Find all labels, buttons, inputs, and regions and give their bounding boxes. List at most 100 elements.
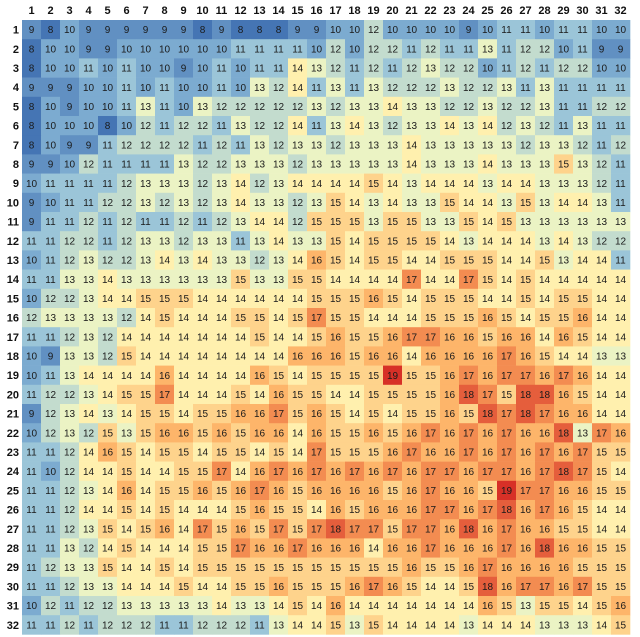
- heatmap-cell-value: 12: [83, 428, 95, 439]
- heatmap-cell-value: 16: [444, 332, 456, 343]
- heatmap-cell-value: 17: [406, 448, 418, 459]
- heatmap-cell: [573, 116, 593, 136]
- column-tick-label: 29: [557, 5, 569, 17]
- heatmap-cell: [269, 77, 289, 98]
- column-tick-label: 6: [123, 5, 129, 17]
- heatmap-cell-value: 14: [140, 544, 152, 555]
- heatmap-cell: [98, 404, 118, 424]
- heatmap-cell: [383, 20, 403, 40]
- heatmap-cell: [60, 77, 80, 98]
- heatmap-cell: [516, 365, 536, 386]
- heatmap-cell: [421, 231, 441, 251]
- heatmap-cell: [497, 384, 517, 405]
- heatmap-cell-value: 16: [330, 486, 342, 497]
- heatmap-cell-value: 14: [197, 352, 209, 363]
- heatmap-cell-value: 13: [406, 121, 418, 132]
- heatmap-cell-value: 12: [539, 121, 551, 132]
- heatmap-cell-value: 9: [67, 83, 73, 94]
- heatmap-cell-value: 12: [596, 179, 608, 190]
- heatmap-cell-value: 15: [330, 371, 342, 382]
- heatmap-cell-value: 13: [596, 352, 608, 363]
- heatmap-cell: [117, 154, 137, 174]
- heatmap-cell-value: 17: [577, 467, 589, 478]
- heatmap-cell-value: 14: [197, 505, 209, 516]
- heatmap-cell-value: 17: [273, 524, 285, 535]
- heatmap-cell: [421, 116, 441, 136]
- heatmap-cell: [421, 250, 441, 270]
- heatmap-cell: [535, 308, 555, 328]
- heatmap-cell: [345, 20, 365, 40]
- heatmap-cell-value: 16: [520, 448, 532, 459]
- heatmap-cell-value: 9: [162, 25, 168, 36]
- heatmap-cell: [79, 20, 99, 40]
- heatmap-cell-value: 15: [368, 371, 380, 382]
- heatmap-cell: [345, 231, 365, 251]
- heatmap-cell: [611, 423, 631, 443]
- heatmap-cell-value: 10: [349, 25, 361, 36]
- heatmap-cell: [535, 327, 555, 347]
- heatmap-cell-value: 14: [140, 371, 152, 382]
- heatmap-cell: [440, 404, 460, 424]
- heatmap-cell-value: 15: [292, 505, 304, 516]
- heatmap-cell-value: 12: [197, 620, 209, 631]
- heatmap-cell-value: 14: [615, 524, 627, 535]
- heatmap-cell-value: 15: [387, 486, 399, 497]
- heatmap-cell: [326, 231, 346, 251]
- heatmap-cell-value: 11: [501, 44, 512, 55]
- heatmap-cell-value: 18: [539, 544, 551, 555]
- heatmap-cell-value: 16: [501, 332, 513, 343]
- heatmap-cell-value: 13: [64, 428, 76, 439]
- heatmap-cell-value: 13: [406, 102, 418, 113]
- heatmap-cell-value: 15: [311, 332, 323, 343]
- heatmap-cell: [288, 173, 308, 194]
- heatmap-cell: [554, 250, 574, 270]
- heatmap-cell: [250, 384, 270, 405]
- heatmap-cell-value: 15: [425, 294, 437, 305]
- heatmap-cell: [383, 58, 403, 78]
- heatmap-cell-value: 17: [463, 275, 475, 286]
- heatmap-cell: [383, 212, 403, 232]
- heatmap-cell-value: 13: [349, 620, 361, 631]
- heatmap-cell-value: 12: [64, 620, 76, 631]
- heatmap-cell-value: 14: [463, 601, 475, 612]
- heatmap-cell-value: 16: [406, 486, 418, 497]
- heatmap-cell-value: 17: [311, 467, 323, 478]
- heatmap-cell-value: 13: [159, 601, 171, 612]
- heatmap-cell-value: 11: [83, 64, 94, 75]
- heatmap-cell-value: 13: [178, 256, 190, 267]
- heatmap-cell: [98, 327, 118, 347]
- heatmap-cell: [79, 96, 99, 117]
- heatmap-cell: [288, 20, 308, 40]
- heatmap-cell-value: 12: [121, 620, 133, 631]
- heatmap-cell-value: 15: [216, 544, 228, 555]
- heatmap-cell: [459, 173, 479, 194]
- heatmap-cell-value: 11: [26, 544, 37, 555]
- heatmap-cell: [60, 269, 80, 290]
- heatmap-cell: [41, 442, 61, 462]
- heatmap-cell-value: 11: [83, 620, 94, 631]
- heatmap-cell-value: 9: [67, 140, 73, 151]
- column-tick-label: 12: [234, 5, 246, 17]
- heatmap-cell-value: 10: [235, 64, 247, 75]
- heatmap-cell-value: 14: [140, 563, 152, 574]
- heatmap-cell-value: 13: [140, 256, 152, 267]
- heatmap-cell-value: 10: [26, 371, 38, 382]
- heatmap-cell: [421, 77, 441, 98]
- heatmap-cell: [516, 77, 536, 98]
- heatmap-cell: [79, 423, 99, 443]
- heatmap-cell: [383, 365, 403, 386]
- heatmap-cell: [364, 212, 384, 232]
- heatmap-cell-value: 13: [463, 620, 475, 631]
- heatmap-cell: [79, 442, 99, 462]
- heatmap-cell: [592, 327, 612, 347]
- heatmap-cell-value: 16: [482, 544, 494, 555]
- heatmap-cell: [535, 77, 555, 98]
- heatmap-cell: [326, 250, 346, 270]
- heatmap-cell-value: 13: [254, 140, 266, 151]
- heatmap-cell-value: 9: [618, 44, 624, 55]
- heatmap-cell: [402, 39, 422, 59]
- heatmap-cell-value: 10: [387, 25, 399, 36]
- heatmap-cell: [592, 77, 612, 98]
- heatmap-cell-value: 12: [254, 256, 266, 267]
- row-tick-label: 26: [7, 505, 19, 517]
